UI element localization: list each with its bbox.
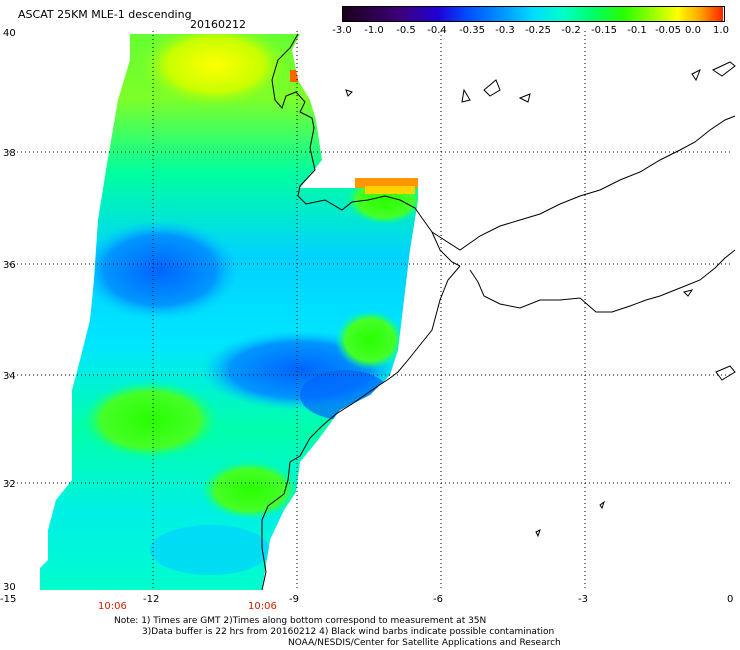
color-scale-labels: -3.0 -1.0 -0.5 -0.4 -0.35 -0.3 -0.25 -0.… [332, 25, 732, 39]
lon-tick-label: -12 [143, 594, 159, 605]
footnote: Note: 1) Times are GMT 2)Times along bot… [114, 616, 561, 649]
color-scale-label: -0.1 [627, 25, 647, 36]
lon-tick-label: -6 [433, 594, 443, 605]
color-scale-label: -0.4 [427, 25, 447, 36]
color-scale-label: -0.3 [495, 25, 515, 36]
lat-tick-label: 30 [3, 582, 16, 593]
lat-tick-label: 36 [3, 260, 16, 271]
color-scale-bar [342, 6, 725, 22]
color-scale-label: -0.15 [591, 25, 617, 36]
time-label: 10:06 [98, 601, 127, 612]
lon-tick-label: 0 [727, 594, 733, 605]
coastline [261, 33, 736, 591]
map-title: ASCAT 25KM MLE-1 descending [18, 8, 192, 21]
color-scale-label: -3.0 [332, 25, 352, 36]
lon-tick-label: -15 [0, 594, 16, 605]
lat-lon-grid [9, 31, 730, 590]
color-scale-label: -0.35 [459, 25, 485, 36]
lon-tick-label: -9 [289, 594, 299, 605]
lat-tick-label: 32 [3, 479, 16, 490]
color-scale-label: -0.25 [525, 25, 551, 36]
lat-tick-labels: 40 38 36 34 32 30 [3, 28, 16, 593]
time-label: 10:06 [248, 601, 277, 612]
color-scale-gradient [343, 7, 723, 21]
lat-tick-label: 38 [3, 148, 16, 159]
color-scale-label: -0.5 [396, 25, 416, 36]
time-labels: 10:06 10:06 [98, 601, 277, 612]
map-date: 20160212 [190, 18, 246, 31]
wind-data-swath [40, 34, 418, 590]
color-scale-label: 1.0 [713, 25, 729, 36]
lon-tick-label: -3 [578, 594, 588, 605]
lat-tick-label: 34 [3, 371, 16, 382]
footnote-line: 3)Data buffer is 22 hrs from 20160212 4)… [142, 627, 555, 637]
lat-tick-label: 40 [3, 28, 16, 39]
lon-tick-labels: -15 -12 -9 -6 -3 0 [0, 594, 733, 605]
color-scale-label: -0.05 [655, 25, 681, 36]
color-scale-label: 0.0 [685, 25, 701, 36]
footnote-line: NOAA/NESDIS/Center for Satellite Applica… [288, 638, 561, 648]
color-scale-label: -1.0 [364, 25, 384, 36]
color-scale-label: -0.2 [561, 25, 581, 36]
footnote-line: Note: 1) Times are GMT 2)Times along bot… [114, 616, 487, 626]
